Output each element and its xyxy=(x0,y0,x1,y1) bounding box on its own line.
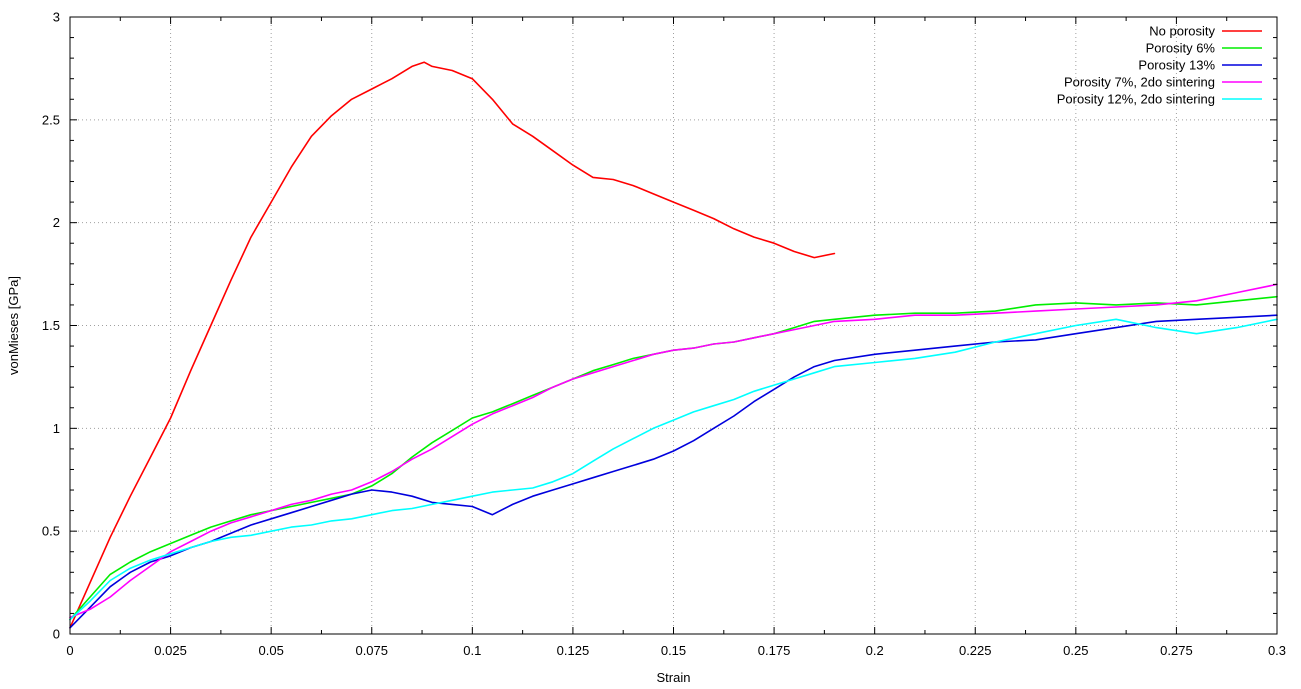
y-tick-label: 3 xyxy=(53,10,60,25)
x-tick-label: 0.3 xyxy=(1268,643,1286,658)
legend-label: Porosity 12%, 2do sintering xyxy=(1057,92,1215,107)
axis-ticks xyxy=(69,16,1278,635)
y-tick-label: 2.5 xyxy=(42,112,60,127)
x-tick-label: 0.175 xyxy=(758,643,791,658)
y-tick-label: 0 xyxy=(53,627,60,642)
series-line-1 xyxy=(69,61,836,629)
series-line-4 xyxy=(69,283,1278,619)
x-tick-label: 0.275 xyxy=(1160,643,1193,658)
x-tick-label: 0.05 xyxy=(259,643,284,658)
legend-label: Porosity 6% xyxy=(1146,41,1216,56)
y-axis-label: vonMieses [GPa] xyxy=(6,276,21,375)
x-tick-label: 0.125 xyxy=(557,643,590,658)
legend: No porosity Porosity 6% Porosity 13% Porosi… xyxy=(1057,24,1262,107)
x-tick-label: 0.1 xyxy=(463,643,481,658)
tick-labels: 0 0.025 0.05 0.075 0.1 0.125 0.15 0.175 0.2 0.225… xyxy=(42,10,1286,659)
y-tick-label: 0.5 xyxy=(42,524,60,539)
x-axis-label: Strain xyxy=(657,670,691,685)
x-tick-label: 0.2 xyxy=(866,643,884,658)
y-tick-label: 1.5 xyxy=(42,318,60,333)
x-tick-label: 0.075 xyxy=(355,643,388,658)
x-tick-label: 0.025 xyxy=(154,643,187,658)
x-tick-label: 0.25 xyxy=(1063,643,1088,658)
legend-label: Porosity 7%, 2do sintering xyxy=(1064,75,1215,90)
series-line-3 xyxy=(69,314,1278,629)
x-tick-label: 0.15 xyxy=(661,643,686,658)
y-tick-label: 1 xyxy=(53,421,60,436)
legend-label: Porosity 13% xyxy=(1138,58,1215,73)
y-tick-label: 2 xyxy=(53,215,60,230)
grid xyxy=(70,17,1277,634)
series-lines xyxy=(69,61,1278,629)
x-tick-label: 0.225 xyxy=(959,643,992,658)
series-line-5 xyxy=(69,318,1278,621)
legend-label: No porosity xyxy=(1149,24,1215,39)
x-tick-label: 0 xyxy=(66,643,73,658)
